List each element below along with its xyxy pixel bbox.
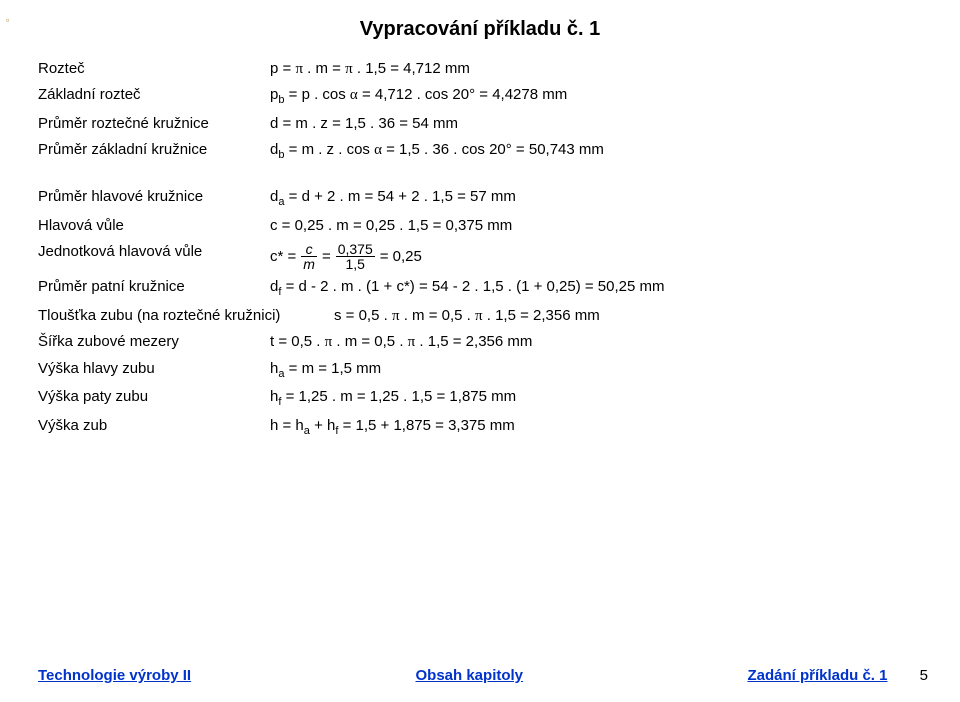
val-prumer-roztecne: d = m . z = 1,5 . 36 = 54 mm [270,114,922,134]
fraction-0375-15: 0,375 1,5 [336,242,375,271]
label-hlavova-vule: Hlavová vůle [38,216,270,236]
row-prumer-hlavove: Průměr hlavové kružnice da = d + 2 . m =… [38,187,922,210]
page-number: 5 [920,667,928,684]
val-sirka-zubove-mezery: t = 0,5 . π . m = 0,5 . π . 1,5 = 2,356 … [270,332,922,352]
eq1: = [322,247,331,267]
row-hlavova-vule: Hlavová vůle c = 0,25 . m = 0,25 . 1,5 =… [38,216,922,236]
jednhlav-pre: c* = [270,247,296,267]
row-prumer-roztecne: Průměr roztečné kružnice d = m . z = 1,5… [38,114,922,134]
val-vyska-paty-zubu: hf = 1,25 . m = 1,25 . 1,5 = 1,875 mm [270,387,922,410]
content-rows: Rozteč p = π . m = π . 1,5 = 4,712 mm Zá… [38,59,922,439]
jednhlav-post: = 0,25 [380,247,422,267]
label-roztec: Rozteč [38,59,270,79]
row-sirka-zubove-mezery: Šířka zubové mezery t = 0,5 . π . m = 0,… [38,332,922,352]
footer-link-right[interactable]: Zadání příkladu č. 1 [747,667,887,684]
val-tloustka-zubu: s = 0,5 . π . m = 0,5 . π . 1,5 = 2,356 … [334,306,922,326]
row-prumer-zakladni: Průměr základní kružnice db = m . z . co… [38,140,922,163]
label-vyska-hlavy-zubu: Výška hlavy zubu [38,359,270,382]
val-prumer-patni: df = d - 2 . m . (1 + c*) = 54 - 2 . 1,5… [270,277,922,300]
val-prumer-hlavove: da = d + 2 . m = 54 + 2 . 1,5 = 57 mm [270,187,922,210]
val-vyska-hlavy-zubu: ha = m = 1,5 mm [270,359,922,382]
footer: Technologie výroby II Obsah kapitoly Zad… [38,667,928,684]
page: ▫ Vypracování příkladu č. 1 Rozteč p = π… [0,0,960,702]
frac2-d: 1,5 [336,257,375,271]
label-vyska-paty-zubu: Výška paty zubu [38,387,270,410]
label-prumer-hlavove: Průměr hlavové kružnice [38,187,270,210]
label-vyska-zub: Výška zub [38,416,270,439]
frac1-n: c [301,242,317,257]
row-zakladni-roztec: Základní rozteč pb = p . cos α = 4,712 .… [38,85,922,108]
label-jednotkova-hlavova-vule: Jednotková hlavová vůle [38,242,270,271]
label-sirka-zubove-mezery: Šířka zubové mezery [38,332,270,352]
val-prumer-zakladni: db = m . z . cos α = 1,5 . 36 . cos 20° … [270,140,922,163]
val-vyska-zub: h = ha + hf = 1,5 + 1,875 = 3,375 mm [270,416,922,439]
label-zakladni-roztec: Základní rozteč [38,85,270,108]
label-prumer-zakladni: Průměr základní kružnice [38,140,270,163]
val-zakladni-roztec: pb = p . cos α = 4,712 . cos 20° = 4,427… [270,85,922,108]
footer-link-center[interactable]: Obsah kapitoly [416,667,524,684]
title-row: Vypracování příkladu č. 1 [38,18,922,41]
row-vyska-zub: Výška zub h = ha + hf = 1,5 + 1,875 = 3,… [38,416,922,439]
fraction-c-m: c m [301,242,317,271]
decoration-marker: ▫ [6,15,9,25]
row-roztec: Rozteč p = π . m = π . 1,5 = 4,712 mm [38,59,922,79]
label-prumer-patni: Průměr patní kružnice [38,277,270,300]
row-prumer-patni: Průměr patní kružnice df = d - 2 . m . (… [38,277,922,300]
label-tloustka-zubu: Tloušťka zubu (na roztečné kružnici) [38,306,334,326]
val-jednotkova-hlavova-vule: c* = c m = 0,375 1,5 = 0,25 [270,242,922,271]
page-title: Vypracování příkladu č. 1 [360,18,600,40]
val-roztec: p = π . m = π . 1,5 = 4,712 mm [270,59,922,79]
val-hlavova-vule: c = 0,25 . m = 0,25 . 1,5 = 0,375 mm [270,216,922,236]
row-jednotkova-hlavova-vule: Jednotková hlavová vůle c* = c m = 0,375… [38,242,922,271]
footer-link-left[interactable]: Technologie výroby II [38,667,191,684]
frac1-d: m [301,257,317,271]
frac2-n: 0,375 [336,242,375,257]
row-tloustka-zubu: Tloušťka zubu (na roztečné kružnici) s =… [38,306,922,326]
row-vyska-paty-zubu: Výška paty zubu hf = 1,25 . m = 1,25 . 1… [38,387,922,410]
footer-right-wrap: Zadání příkladu č. 1 5 [747,667,928,684]
label-prumer-roztecne: Průměr roztečné kružnice [38,114,270,134]
row-vyska-hlavy-zubu: Výška hlavy zubu ha = m = 1,5 mm [38,359,922,382]
